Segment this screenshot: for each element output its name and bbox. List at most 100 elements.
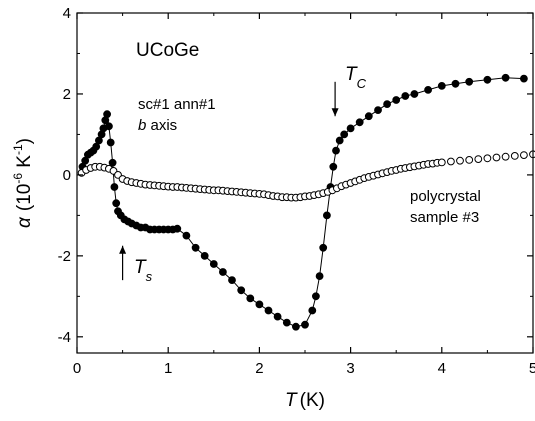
annotation-axis-text: axis <box>146 117 177 134</box>
filled-data-point <box>392 96 401 104</box>
filled-data-point <box>410 90 419 98</box>
filled-data-point <box>173 224 182 233</box>
filled-data-point <box>465 77 474 86</box>
tc-arrow <box>331 81 339 117</box>
series-1 <box>78 73 528 331</box>
annotation-poly-line1: polycrystal <box>410 188 481 205</box>
filled-data-point <box>437 82 446 90</box>
filled-data-point <box>374 106 382 114</box>
tc-arrow-head <box>331 108 339 117</box>
x-axis-label: T (K) <box>285 390 325 411</box>
filled-data-point <box>520 74 528 83</box>
y-axis-unit-exp2: -1 <box>11 144 25 155</box>
filled-data-point <box>182 231 191 240</box>
filled-data-point <box>319 243 328 252</box>
annotation-poly-line2: sample #3 <box>410 209 479 226</box>
open-data-point <box>456 156 464 165</box>
filled-data-point <box>209 260 218 268</box>
x-tick-label: 2 <box>255 360 263 377</box>
filled-data-point <box>228 276 236 285</box>
filled-data-point <box>112 199 121 208</box>
filled-data-point <box>282 318 291 327</box>
filled-data-point <box>264 306 273 315</box>
annotation-tc: TC <box>345 64 367 91</box>
open-data-point <box>474 155 483 164</box>
filled-data-point <box>315 272 324 281</box>
filled-data-point <box>323 211 331 220</box>
filled-data-point <box>332 146 340 155</box>
filled-data-point <box>273 312 282 321</box>
x-tick-label: 1 <box>164 360 172 377</box>
arrows-layer <box>119 81 339 281</box>
filled-data-point <box>237 286 246 295</box>
open-data-point <box>437 158 446 167</box>
filled-data-point <box>308 306 317 315</box>
filled-data-point <box>401 92 410 100</box>
filled-data-point <box>346 124 355 133</box>
open-data-point <box>447 157 455 166</box>
filled-data-point <box>219 268 227 276</box>
open-data-point <box>483 154 492 163</box>
ticks-layer: 0 1 2 3 4 5 -4 -2 0 2 4 <box>58 5 535 377</box>
y-axis-label: α (10-6 K-1) <box>11 138 35 228</box>
annotation-tc-sub: C <box>357 76 367 91</box>
ts-arrow-head <box>119 245 127 254</box>
y-tick-label: 4 <box>63 5 71 22</box>
filled-data-point <box>483 75 492 84</box>
filled-data-point <box>335 136 344 145</box>
filled-data-point <box>451 79 460 88</box>
open-data-point <box>529 150 535 159</box>
y-axis-unit-suffix: ) <box>14 138 35 144</box>
filled-data-point <box>292 322 300 331</box>
series-line <box>82 77 524 328</box>
y-tick-label: -2 <box>58 248 71 265</box>
filled-data-point <box>106 138 115 147</box>
filled-data-point <box>340 130 349 139</box>
series-layer <box>77 73 535 331</box>
filled-data-point <box>255 300 264 309</box>
x-tick-label: 4 <box>438 360 446 377</box>
y-tick-label: -4 <box>58 329 71 346</box>
x-tick-label: 5 <box>529 360 535 377</box>
filled-data-point <box>246 294 255 303</box>
x-axis-symbol: T <box>285 390 298 411</box>
y-axis-unit-exp1: -6 <box>11 173 25 184</box>
series-2 <box>77 150 535 202</box>
filled-data-point <box>200 252 209 260</box>
filled-data-point <box>312 292 320 301</box>
filled-data-point <box>364 112 373 121</box>
annotation-ts: Ts <box>134 257 153 284</box>
filled-data-point <box>424 86 433 94</box>
open-data-point <box>465 156 474 164</box>
open-data-point <box>492 153 501 162</box>
open-data-point <box>520 151 528 160</box>
filled-data-point <box>110 183 119 191</box>
filled-data-point <box>108 158 117 167</box>
filled-data-point <box>501 73 510 82</box>
filled-data-point <box>383 100 392 108</box>
y-axis-unit-prefix: (10 <box>14 184 35 211</box>
y-axis-symbol: α <box>14 216 35 228</box>
annotation-ts-symbol: T <box>134 257 147 278</box>
annotation-ts-sub: s <box>146 269 153 284</box>
filled-data-point <box>329 162 338 171</box>
annotation-b-italic: b <box>138 117 146 134</box>
x-axis-unit: (K) <box>300 390 325 411</box>
filled-data-point <box>103 110 111 119</box>
filled-data-point <box>191 243 200 252</box>
x-tick-label: 0 <box>73 360 81 377</box>
y-tick-label: 2 <box>63 86 71 103</box>
y-axis-unit-mid: K <box>14 155 35 173</box>
annotation-sample-line2: b axis <box>138 117 177 134</box>
annotation-material: UCoGe <box>136 40 199 61</box>
filled-data-point <box>355 118 364 127</box>
filled-data-point <box>301 320 309 329</box>
annotation-tc-symbol: T <box>345 64 358 85</box>
annotation-sample-line1: sc#1 ann#1 <box>138 96 216 113</box>
open-data-point <box>501 152 510 161</box>
filled-data-point <box>105 122 113 131</box>
ts-arrow <box>119 245 127 281</box>
open-data-point <box>510 152 519 160</box>
x-tick-label: 3 <box>346 360 354 377</box>
